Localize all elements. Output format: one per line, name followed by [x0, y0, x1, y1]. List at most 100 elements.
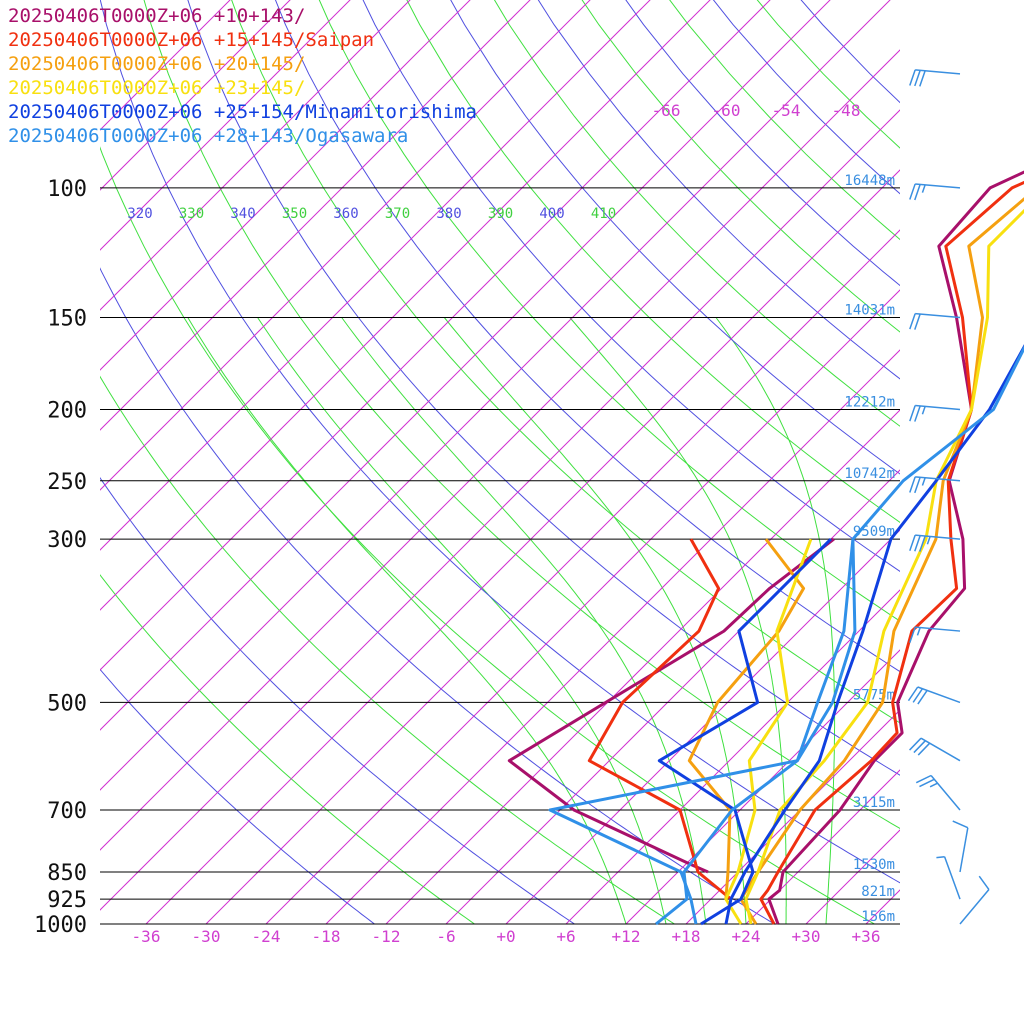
theta-label: 320 — [127, 206, 152, 222]
adiabat-line — [274, 0, 900, 673]
wind-barb — [909, 312, 961, 330]
moist-adiabat-line — [341, 317, 707, 924]
wind-barb — [909, 626, 961, 643]
adiabat-line — [100, 267, 776, 924]
dewpoint-profile-line — [724, 538, 813, 925]
temperature-profile-line — [759, 180, 1024, 925]
pressure-label: 925 — [47, 888, 87, 913]
isotherm-line — [385, 409, 900, 924]
isotherm-line — [445, 469, 900, 924]
wind-barb — [915, 774, 961, 811]
temperature-tick-label: -30 — [192, 927, 221, 946]
adiabat-line — [318, 0, 900, 622]
height-label: 1530m — [853, 857, 895, 873]
moist-adiabat-line — [569, 317, 787, 924]
legend-entry: 20250406T0000Z+06 +28+143/Ogasawara — [8, 125, 408, 147]
temperature-profile-line — [724, 344, 1024, 925]
adiabat-line — [187, 0, 900, 776]
pressure-label: 200 — [47, 398, 87, 423]
wind-barb — [959, 875, 990, 925]
pressure-label: 500 — [47, 691, 87, 716]
wind-barbs — [907, 69, 990, 925]
temperature-tick-label: +30 — [792, 927, 821, 946]
theta-label: 410 — [591, 206, 616, 222]
temperature-profile-line — [739, 197, 1024, 925]
theta-label: 330 — [179, 206, 204, 222]
legend-entry: 20250406T0000Z+06 +20+145/ — [8, 53, 305, 75]
dewpoint-profile-line — [587, 538, 732, 901]
height-label: 5775m — [853, 687, 895, 703]
legend-entry: 20250406T0000Z+06 +10+143/ — [8, 5, 305, 27]
height-label: 156m — [861, 909, 895, 925]
sounding-profiles — [507, 170, 1024, 926]
adiabat-line — [231, 0, 900, 724]
wind-barb — [909, 737, 961, 762]
height-label: 16448m — [844, 173, 895, 189]
temperature-tick-label: +6 — [556, 927, 575, 946]
isotherm-line — [505, 529, 900, 924]
temperature-tick-label: -6 — [436, 927, 455, 946]
temperature-tick-label: +36 — [852, 927, 881, 946]
adiabat-line — [143, 0, 900, 830]
isotherm-line — [100, 0, 411, 311]
legend-entry: 20250406T0000Z+06 +15+145/Saipan — [8, 29, 374, 51]
isotherm-line — [805, 829, 900, 924]
adiabat-line — [100, 574, 476, 924]
dewpoint-profile-line — [687, 538, 806, 900]
height-label: 821m — [861, 884, 895, 900]
adiabat-line — [100, 0, 900, 884]
theta-label: 370 — [385, 206, 410, 222]
adiabat-line — [362, 0, 900, 573]
theta-label: 400 — [539, 206, 564, 222]
pressure-label: 850 — [47, 861, 87, 886]
isotherm-line — [986, 0, 1024, 924]
height-label: 10742m — [844, 466, 895, 482]
adiabat-line — [493, 0, 900, 427]
theta-label: 360 — [333, 206, 358, 222]
adiabat-line — [450, 0, 900, 475]
upper-isotherm-label: -54 — [772, 101, 801, 120]
moist-adiabat-line — [187, 317, 627, 924]
upper-isotherm-label: -66 — [652, 101, 681, 120]
pressure-label: 150 — [47, 306, 87, 331]
legend: 20250406T0000Z+06 +10+143/20250406T0000Z… — [8, 5, 477, 147]
temperature-tick-label: +24 — [732, 927, 761, 946]
isotherm-line — [926, 0, 1024, 924]
temperature-tick-label: -12 — [372, 927, 401, 946]
temperature-tick-label: -18 — [312, 927, 341, 946]
isotherm-line — [685, 709, 900, 924]
temperature-profile-line — [655, 345, 1024, 926]
isotherm-line — [100, 0, 471, 371]
moist-adiabat-line — [257, 317, 667, 924]
isotherm-line — [100, 0, 291, 191]
isotherm-line — [565, 589, 900, 924]
legend-entry: 20250406T0000Z+06 +25+154/Minamitorishim… — [8, 101, 477, 123]
height-label: 14031m — [844, 302, 895, 318]
temperature-tick-label: +0 — [496, 927, 515, 946]
adiabat-line — [100, 146, 876, 924]
dewpoint-profile-line — [548, 538, 855, 925]
adiabat-line — [100, 668, 376, 924]
adiabat-line — [712, 0, 900, 195]
pressure-label: 700 — [47, 799, 87, 824]
wind-barb — [952, 820, 969, 873]
isotherm-line — [625, 649, 900, 924]
pressure-label: 1000 — [34, 913, 87, 938]
dry-adiabats — [100, 0, 900, 924]
wind-barb — [909, 183, 961, 201]
wind-barb — [909, 404, 961, 422]
legend-entry: 20250406T0000Z+06 +23+145/ — [8, 77, 305, 99]
temperature-tick-label: +18 — [672, 927, 701, 946]
wind-barb — [907, 686, 961, 705]
temperature-tick-label: +12 — [612, 927, 641, 946]
wind-barb — [909, 534, 961, 552]
theta-label: 340 — [230, 206, 255, 222]
axis-labels: 100 16448m 150 14031m 200 12212m 250 10742m 300 9… — [34, 101, 895, 946]
upper-isotherm-label: -60 — [712, 101, 741, 120]
theta-label: 390 — [488, 206, 513, 222]
wind-barb — [909, 69, 961, 87]
pressure-label: 300 — [47, 528, 87, 553]
theta-label: 380 — [436, 206, 461, 222]
temperature-tick-label: -36 — [132, 927, 161, 946]
